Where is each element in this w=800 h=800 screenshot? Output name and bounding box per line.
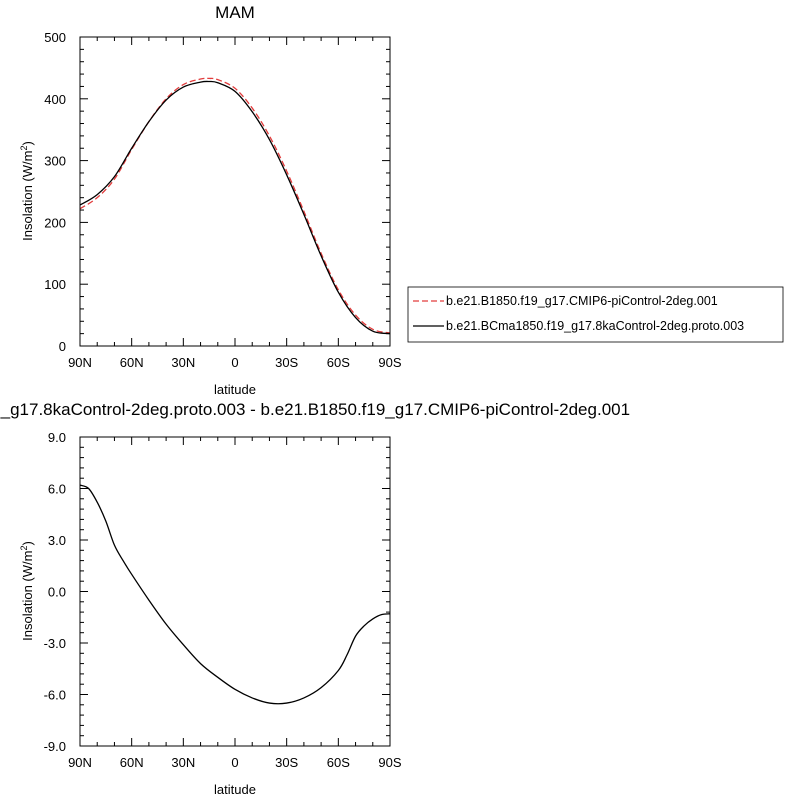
x-tick-label: 30S <box>275 355 298 370</box>
x-tick-label: 90N <box>68 755 92 770</box>
x-tick-label: 60N <box>120 755 144 770</box>
bottom-y-axis-label: Insolation (W/m2) <box>19 541 35 641</box>
legend-label-piControl: b.e21.B1850.f19_g17.CMIP6-piControl-2deg… <box>446 294 718 308</box>
bottom-x-axis-label: latitude <box>214 782 256 797</box>
y-tick-label: 200 <box>44 215 66 230</box>
bottom-plot-frame <box>79 436 391 747</box>
series-line-8kaControl <box>79 80 391 335</box>
y-tick-label: 300 <box>44 154 66 169</box>
y-tick-label: 3.0 <box>48 533 66 548</box>
x-tick-label: 90N <box>68 355 92 370</box>
legend: b.e21.B1850.f19_g17.CMIP6-piControl-2deg… <box>407 286 784 343</box>
legend-box <box>407 286 784 343</box>
top-chart-title: MAM <box>215 3 255 22</box>
y-tick-label: -6.0 <box>44 688 66 703</box>
x-tick-label: 60N <box>120 355 144 370</box>
top-x-axis-label: latitude <box>214 382 256 397</box>
x-tick-label: 30S <box>275 755 298 770</box>
legend-label-8kaControl: b.e21.BCma1850.f19_g17.8kaControl-2deg.p… <box>446 319 744 333</box>
series-line-piControl <box>79 77 391 334</box>
y-tick-label: 0 <box>59 339 66 354</box>
x-tick-label: 60S <box>327 355 350 370</box>
top-y-axis-label: Insolation (W/m2) <box>19 141 35 241</box>
y-tick-label: -9.0 <box>44 739 66 754</box>
y-tick-label: -3.0 <box>44 636 66 651</box>
y-tick-label: 100 <box>44 277 66 292</box>
y-tick-label: 0.0 <box>48 585 66 600</box>
y-tick-label: 9.0 <box>48 430 66 445</box>
y-tick-label: 6.0 <box>48 482 66 497</box>
x-tick-label: 60S <box>327 755 350 770</box>
y-tick-label: 400 <box>44 92 66 107</box>
top-plot-frame <box>79 36 391 347</box>
x-tick-label: 90S <box>378 355 401 370</box>
x-tick-label: 0 <box>231 755 238 770</box>
series-line-difference <box>79 484 391 705</box>
bottom-panel: b.e21.BCma1850.f19_g17.8kaControl-2deg.p… <box>0 400 630 797</box>
y-tick-label: 500 <box>44 30 66 45</box>
bottom-chart-title: b.e21.BCma1850.f19_g17.8kaControl-2deg.p… <box>0 400 630 419</box>
top-panel: MAM 90N 60N 30N 0 30S 60S 90S0100200300400500 … <box>19 3 402 397</box>
x-tick-label: 90S <box>378 755 401 770</box>
x-tick-label: 30N <box>171 755 195 770</box>
x-tick-label: 0 <box>231 355 238 370</box>
x-tick-label: 30N <box>171 355 195 370</box>
